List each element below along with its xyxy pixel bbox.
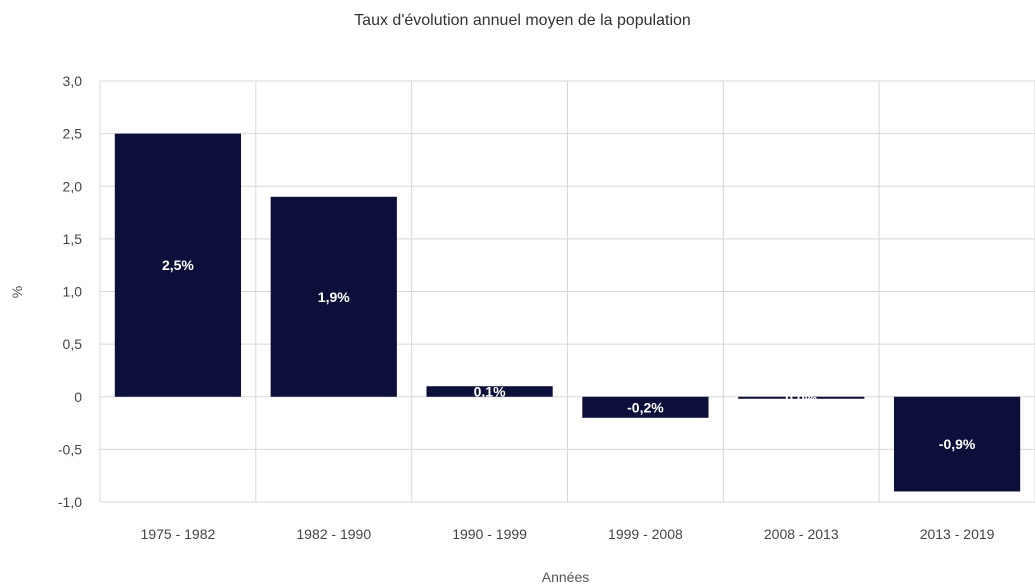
data-label: 0,1% bbox=[474, 383, 506, 399]
y-tick-label: 1,0 bbox=[63, 284, 83, 300]
data-label: 2,5% bbox=[162, 257, 194, 273]
y-tick-label: 0 bbox=[74, 389, 82, 405]
data-label: 0,0% bbox=[785, 390, 817, 406]
x-tick-label: 1999 - 2008 bbox=[608, 526, 683, 542]
y-tick-label: -1,0 bbox=[58, 494, 82, 510]
x-tick-label: 1975 - 1982 bbox=[141, 526, 216, 542]
x-tick-label: 2008 - 2013 bbox=[764, 526, 839, 542]
y-tick-label: 2,5 bbox=[63, 126, 83, 142]
y-tick-label: 0,5 bbox=[63, 336, 83, 352]
y-tick-label: -0,5 bbox=[58, 441, 82, 457]
y-axis-title: % bbox=[9, 286, 25, 298]
data-label: -0,2% bbox=[627, 399, 664, 415]
bar bbox=[426, 386, 553, 397]
data-label: 1,9% bbox=[318, 289, 350, 305]
x-axis-title: Années bbox=[542, 569, 589, 585]
y-tick-label: 3,0 bbox=[63, 73, 83, 89]
y-tick-label: 2,0 bbox=[63, 178, 83, 194]
bar bbox=[114, 133, 242, 397]
x-tick-label: 1982 - 1990 bbox=[296, 526, 371, 542]
chart-title: Taux d'évolution annuel moyen de la popu… bbox=[354, 12, 691, 29]
bar bbox=[582, 396, 709, 418]
bar bbox=[738, 396, 865, 399]
data-label: -0,9% bbox=[939, 436, 976, 452]
bar bbox=[270, 196, 397, 397]
x-tick-label: 1990 - 1999 bbox=[452, 526, 527, 542]
y-tick-label: 1,5 bbox=[63, 231, 83, 247]
x-tick-label: 2013 - 2019 bbox=[920, 526, 995, 542]
bar bbox=[893, 396, 1021, 492]
